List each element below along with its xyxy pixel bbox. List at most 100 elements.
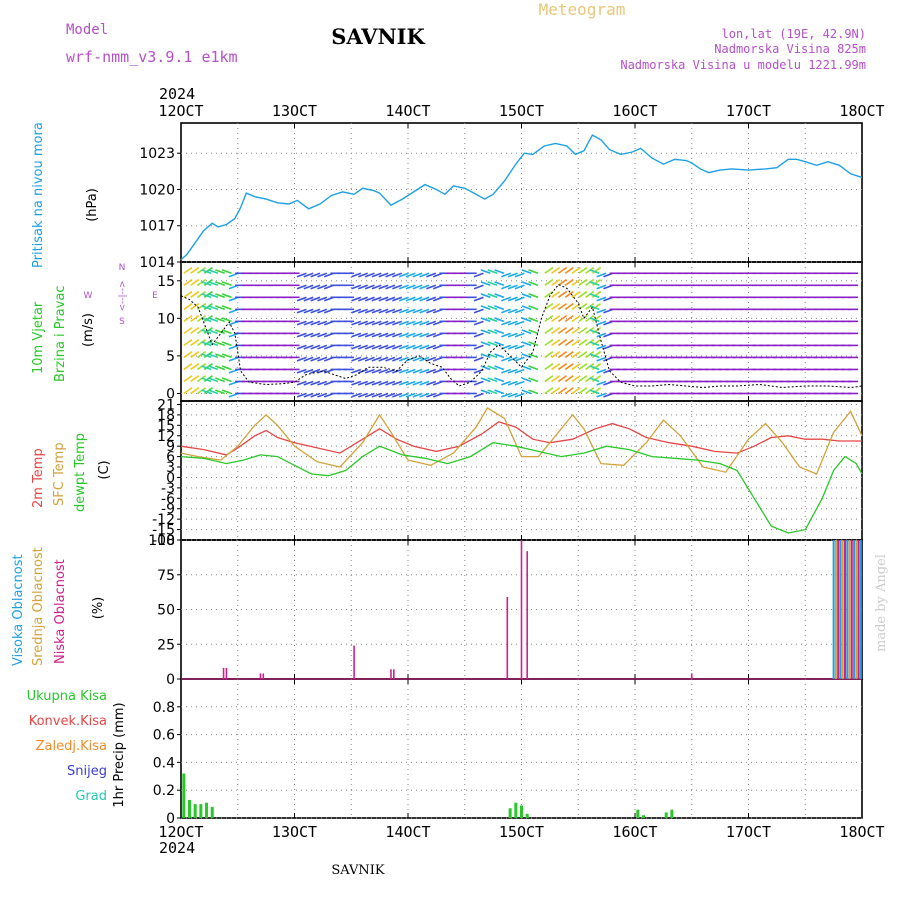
wind-arrow [544,266,554,274]
wind-arrow [544,278,554,286]
wind-arrow [405,332,416,338]
wind-arrow [215,281,225,287]
wind-arrow [364,344,375,350]
wind-arrow [426,284,437,290]
wind-arrow [528,377,539,383]
wind-arrow [215,269,225,275]
wind-arrow [392,332,403,338]
wind-arrow [494,341,505,347]
wind-arrow [412,356,423,362]
wind-arrow [183,278,193,286]
wind-arrow [310,344,321,350]
wind-arrow [317,320,328,326]
wind-arrow [596,296,607,302]
y-tick-label: 1014 [139,255,175,271]
wind-arrow [317,284,328,290]
wind-arrow [480,341,491,347]
wind-arrow [303,284,314,290]
wind-arrow [557,351,568,359]
wind-arrow [296,392,307,398]
compass-south: S [119,317,125,327]
wind-arrow [480,377,491,383]
wind-arrow [514,296,525,302]
wind-arrow [521,377,532,383]
wind-arrow [426,380,437,386]
y-tick-label: 0.4 [153,755,175,771]
wind-arrow [501,296,511,302]
wind-arrow [183,302,193,310]
wind-arrow [473,392,484,398]
wind-arrow [571,278,581,286]
wind-arrow [371,344,382,350]
wind-arrow [392,392,403,398]
wind-arrow [190,387,200,395]
wind-arrow [405,380,416,386]
wind-arrow [473,332,484,338]
wind-arrow [419,392,430,398]
wind-arrow [571,375,581,383]
wind-arrow [405,296,416,302]
wind-arrow [371,284,382,290]
wind-arrow [371,296,382,302]
wind-arrow [480,389,491,395]
wind-arrow [507,356,518,362]
pressure-y-ticks: 1014 1017 1020 1023 [139,146,181,271]
wind-arrow [596,392,607,398]
cloud-y-ticks: 0 25 50 75 100 [148,533,181,688]
wind-arrow [208,305,219,311]
wind-arrow [303,320,314,326]
precip-hail-label: Grad [75,789,107,804]
wind-arrow [296,380,307,386]
wind-arrow [578,326,588,335]
wind-arrow [412,308,423,314]
wind-arrow [398,392,409,398]
wind-arrow [398,296,409,302]
wind-arrow [221,305,232,311]
year-top: 2024 [159,85,195,103]
wind-arrow [183,387,193,395]
wind-arrow [371,332,382,338]
wind-arrow [385,296,396,302]
x-tick-label-top: 13OCT [272,102,317,120]
wind-arrow [494,269,505,275]
precip-bar [188,799,192,818]
wind-arrow [221,353,232,359]
wind-arrow [589,377,600,383]
x-tick-label-bottom: 12OCT [158,823,203,841]
y-tick-label: 75 [157,568,175,584]
precip-ylabel: 1hr Precip (mm) [112,702,127,807]
precip-panel: 0 0.2 0.4 0.6 0.8 Ukupna Kisa Konvek.Kisa Za… [27,689,674,827]
wind-arrow [426,272,437,278]
wind-arrow [501,368,511,374]
wind-arrow [591,290,602,298]
wind-arrow [501,332,511,338]
wind-arrow [310,296,321,302]
model-label: Model [66,22,108,38]
wind-arrow [303,392,314,398]
temp-2m-label: 2m Temp [31,448,46,508]
station-title: SAVNIK [331,24,425,49]
wind-arrow [521,365,532,371]
wind-arrow [296,332,307,338]
wind-arrow [208,365,219,371]
wind-arrow [564,351,574,359]
wind-arrow [487,317,498,323]
wind-arrow [378,284,389,290]
wind-arrow [557,314,568,323]
wind-arrow [494,389,505,395]
wind-arrow [507,344,518,350]
wind-arrow [571,314,581,323]
wind-arrow [358,272,368,278]
wind-arrow [371,356,382,362]
grid-lines [181,123,862,819]
wind-arrow [412,272,423,278]
wind-arrow [303,344,314,350]
wind-arrow [501,320,511,326]
precip-bar [199,804,203,818]
wind-arrow [596,344,607,350]
wind-arrow [310,368,321,374]
wind-arrow [419,284,430,290]
wind-arrow [494,353,505,359]
wind-arrow [392,344,403,350]
wind-arrow [371,308,382,314]
